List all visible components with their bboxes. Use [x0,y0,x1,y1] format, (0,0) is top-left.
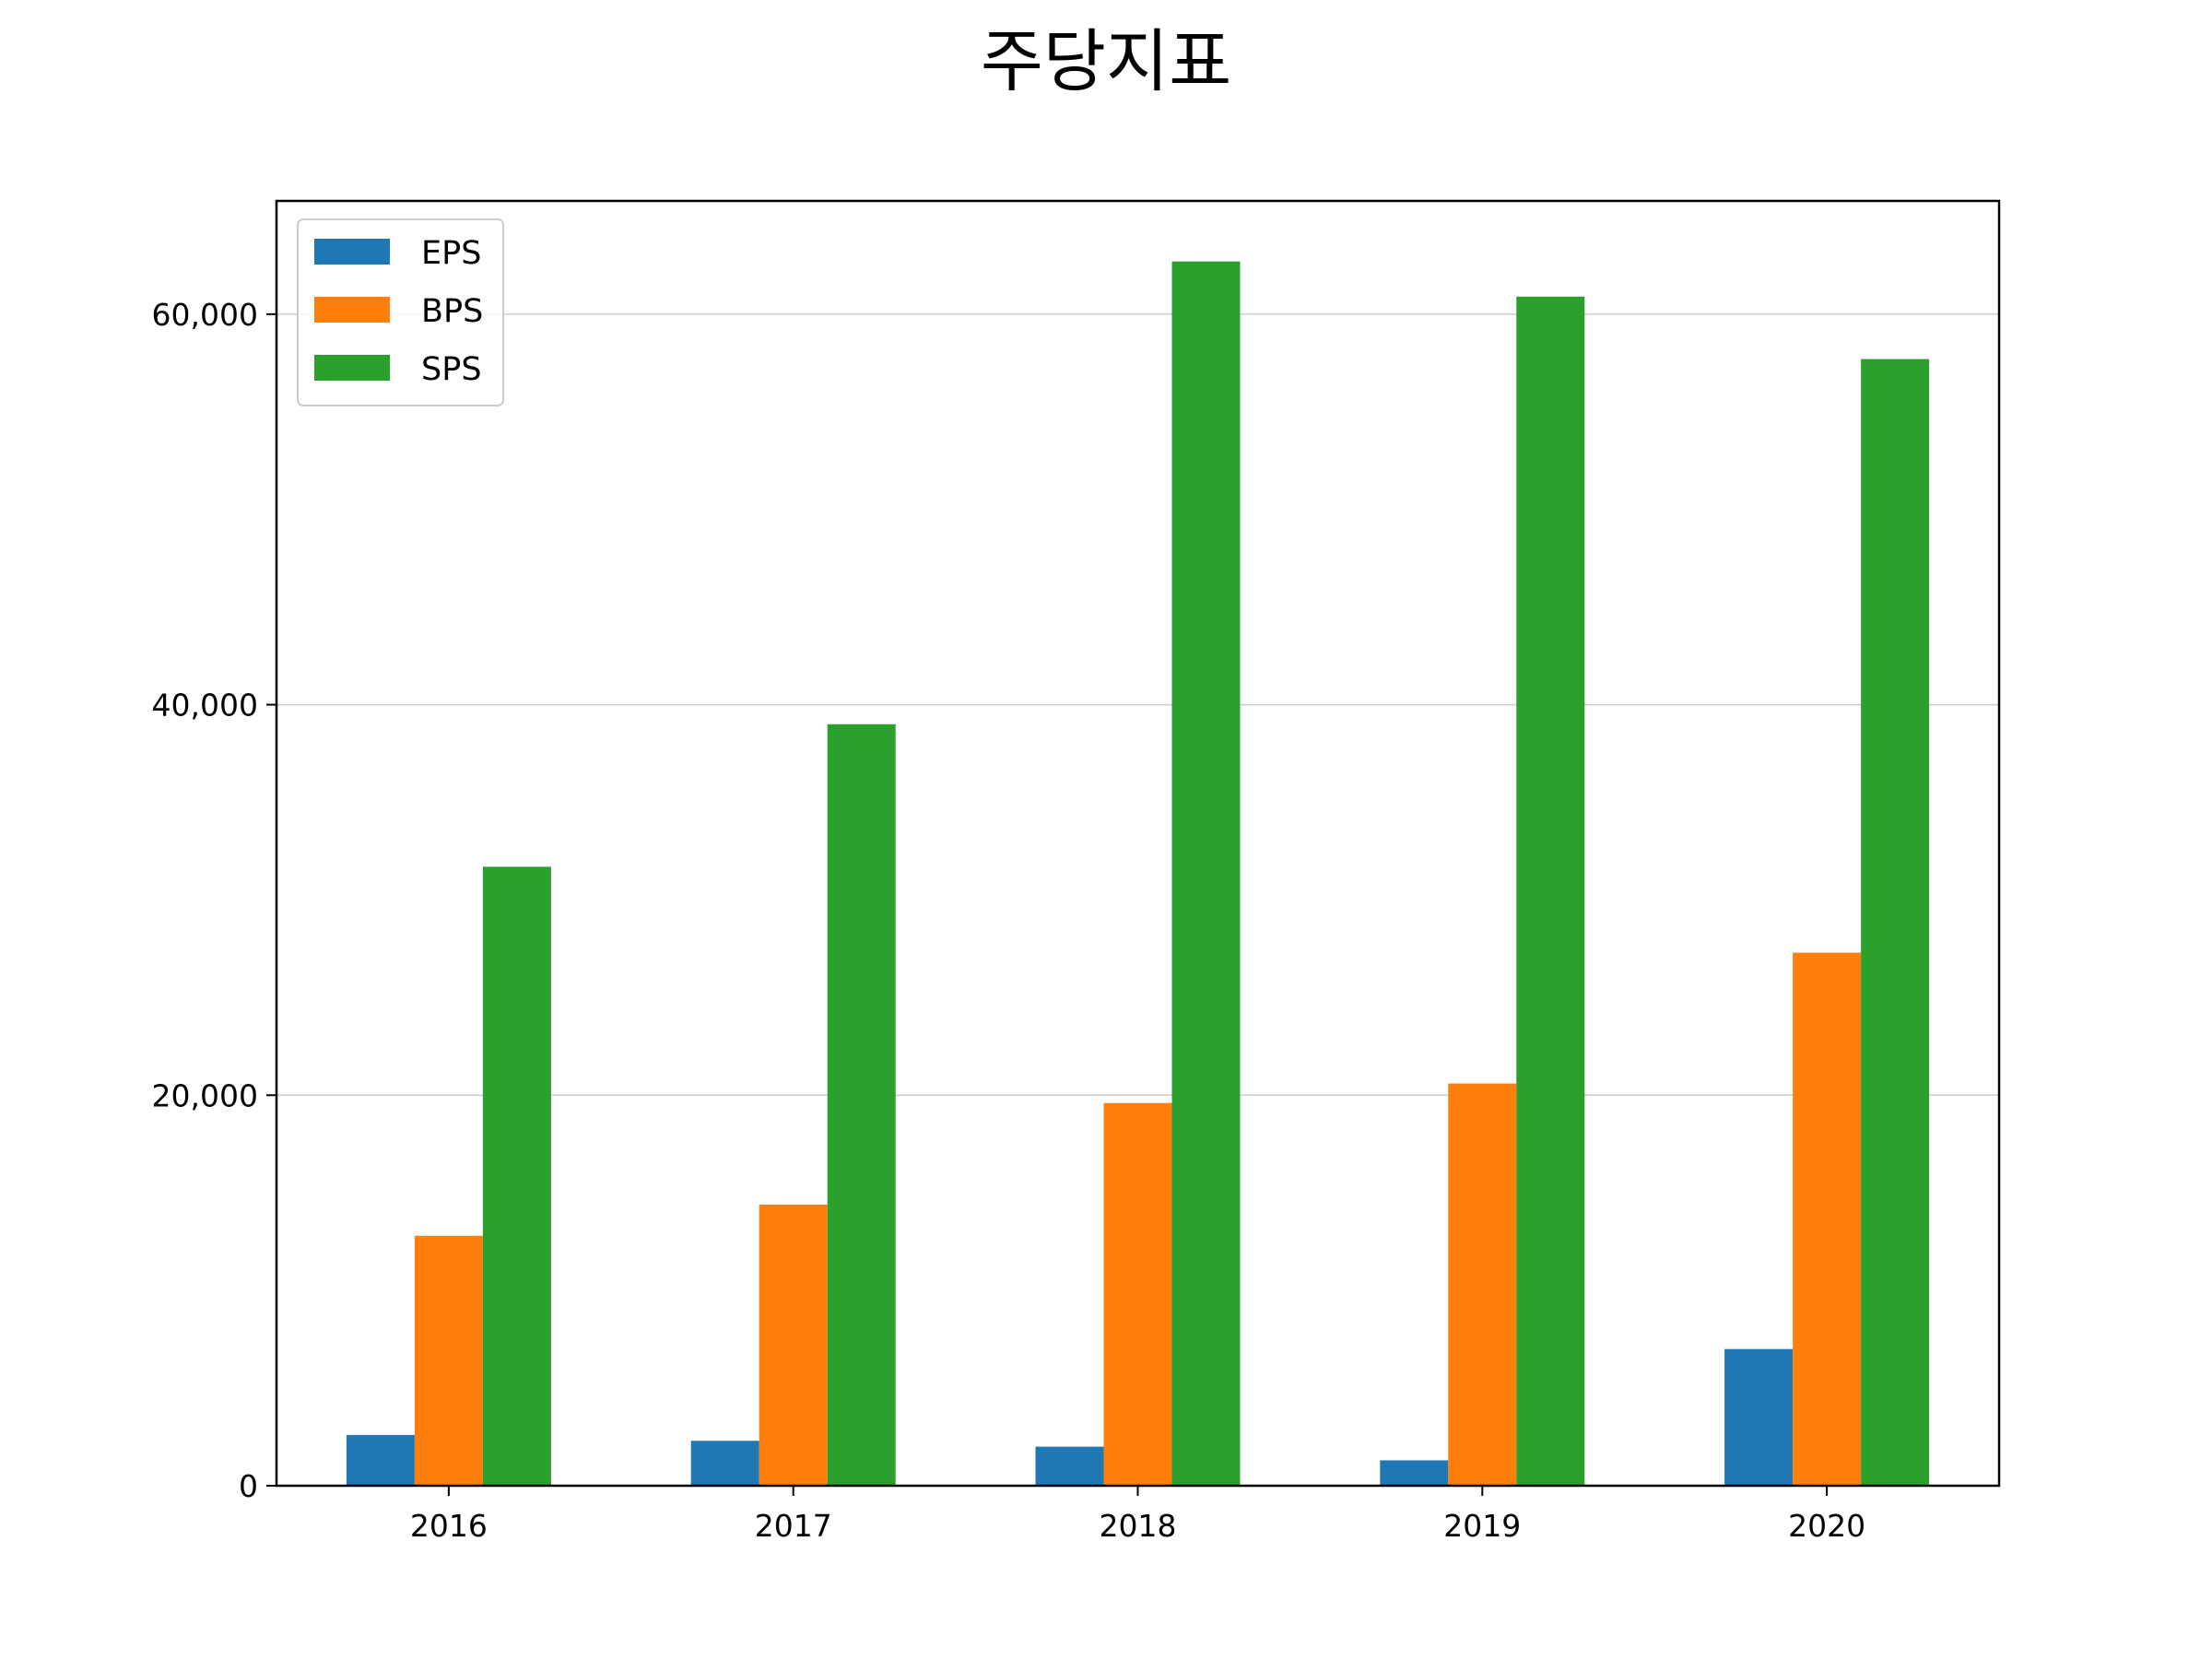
gridlines [276,313,1999,1097]
y-tick-label: 20,000 [152,1077,258,1113]
bar-bps-2018 [1103,1102,1172,1486]
legend-label-eps: EPS [421,235,481,272]
y-axis: 0 20,000 40,000 60,000 [152,297,276,1504]
legend-label-sps: SPS [421,351,482,388]
x-tick-label: 2016 [410,1508,488,1544]
bar-sps-2018 [1171,261,1241,1486]
chart-title: 주당지표 [981,22,1231,101]
legend-swatch-eps [314,239,390,265]
y-tick-label: 40,000 [152,688,258,724]
x-tick-label: 2018 [1100,1508,1177,1544]
y-tick-label: 60,000 [152,297,258,333]
bar-bps-2020 [1793,952,1862,1486]
bar-sps-2016 [482,866,551,1486]
bar-bps-2016 [414,1235,483,1486]
bar-sps-2020 [1861,359,1930,1487]
legend-label-bps: BPS [421,293,483,330]
legend-swatch-sps [314,355,390,381]
legend-swatch-bps [314,297,390,323]
x-axis: 2016 2017 2018 2019 2020 [410,1486,1865,1544]
bar-sps-2017 [827,724,896,1486]
y-tick-label: 0 [239,1468,258,1504]
bar-eps-2018 [1035,1446,1104,1486]
bar-eps-2019 [1380,1460,1449,1486]
bar-bps-2017 [759,1204,828,1486]
bar-eps-2017 [690,1441,759,1486]
bar-bps-2019 [1448,1083,1517,1486]
bars [346,261,1930,1487]
bar-eps-2016 [346,1434,415,1486]
bar-sps-2019 [1516,296,1585,1487]
bar-eps-2020 [1724,1348,1794,1486]
x-tick-label: 2019 [1443,1508,1521,1544]
x-tick-label: 2017 [755,1508,832,1544]
legend: EPS BPS SPS [297,218,504,406]
x-tick-label: 2020 [1788,1508,1865,1544]
